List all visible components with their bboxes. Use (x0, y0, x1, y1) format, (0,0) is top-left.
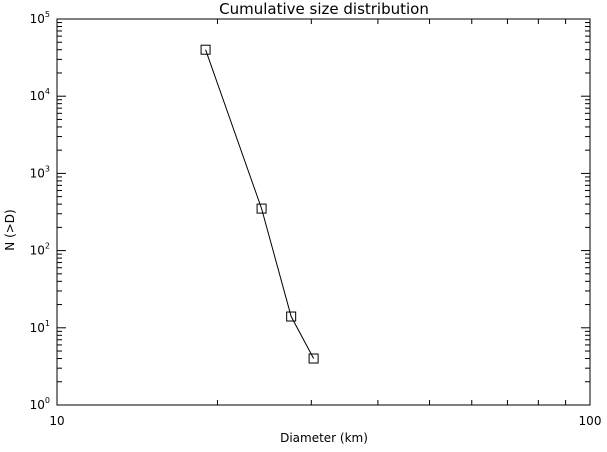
data-point-marker (286, 311, 297, 322)
data-point-marker (308, 353, 319, 364)
data-series (200, 44, 319, 364)
y-tick-label: 105 (30, 10, 50, 26)
axis-tick-labels: 10 100 100 101 102 103 104 105 (30, 10, 602, 428)
series-line (205, 49, 315, 359)
x-tick-label: 10 (49, 414, 64, 428)
axis-ticks (56, 18, 591, 406)
y-tick-label: 102 (30, 242, 50, 258)
data-point-marker (200, 44, 211, 55)
chart-title: Cumulative size distribution (219, 0, 429, 18)
y-tick-label: 101 (30, 319, 50, 335)
x-axis-label: Diameter (km) (280, 431, 368, 445)
plot-frame (56, 18, 591, 406)
y-tick-label: 104 (30, 87, 50, 103)
y-tick-label: 100 (30, 396, 50, 412)
x-tick-label: 100 (579, 414, 602, 428)
data-point-marker (256, 203, 267, 214)
y-tick-label: 103 (30, 164, 50, 180)
y-axis-label: N (>D) (3, 209, 17, 250)
